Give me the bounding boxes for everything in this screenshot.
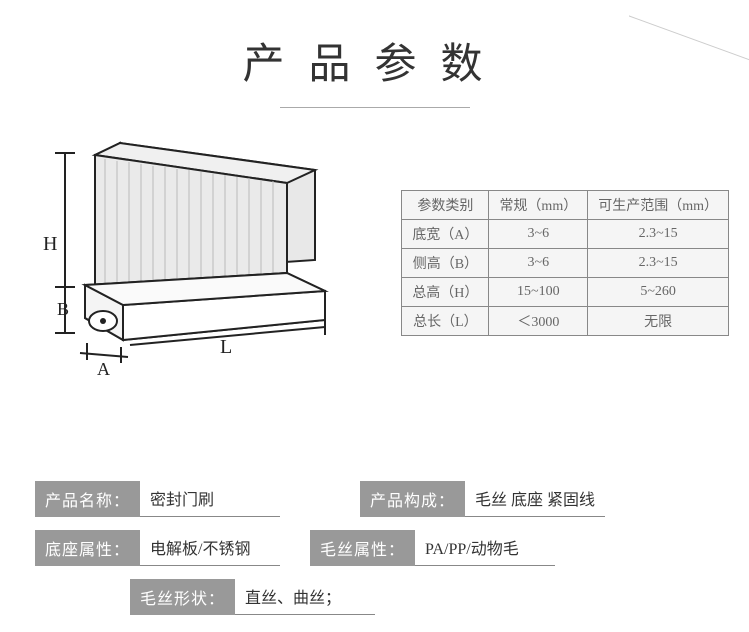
attr-label: 毛丝形状： bbox=[130, 579, 235, 615]
product-diagram: H B A L bbox=[25, 135, 345, 385]
attr-value: 直丝、曲丝； bbox=[235, 578, 375, 615]
title-underline bbox=[280, 107, 470, 108]
th-standard: 常规（mm） bbox=[489, 191, 588, 220]
attr-label: 产品名称： bbox=[35, 481, 140, 517]
attr-row: 毛丝形状： 直丝、曲丝； bbox=[35, 578, 725, 615]
attr-row: 产品名称： 密封门刷 产品构成： 毛丝 底座 紧固线 bbox=[35, 480, 725, 517]
attr-label: 毛丝属性： bbox=[310, 530, 415, 566]
dim-label-h: H bbox=[43, 233, 57, 255]
dim-label-a: A bbox=[97, 359, 110, 379]
attr-label: 产品构成： bbox=[360, 481, 465, 517]
parameter-table: 参数类别 常规（mm） 可生产范围（mm） 底宽（A） 3~6 2.3~15 侧… bbox=[401, 190, 729, 336]
attr-base-property: 底座属性： 电解板/不锈钢 bbox=[35, 529, 280, 566]
attr-bristle-property: 毛丝属性： PA/PP/动物毛 bbox=[310, 529, 555, 566]
corner-decoration bbox=[629, 0, 749, 70]
attr-label: 底座属性： bbox=[35, 530, 140, 566]
table-row: 总高（H） 15~100 5~260 bbox=[402, 278, 729, 307]
attr-value: PA/PP/动物毛 bbox=[415, 529, 555, 566]
attr-row: 底座属性： 电解板/不锈钢 毛丝属性： PA/PP/动物毛 bbox=[35, 529, 725, 566]
attr-product-composition: 产品构成： 毛丝 底座 紧固线 bbox=[360, 480, 605, 517]
attr-value: 毛丝 底座 紧固线 bbox=[465, 480, 605, 517]
table-header-row: 参数类别 常规（mm） 可生产范围（mm） bbox=[402, 191, 729, 220]
th-category: 参数类别 bbox=[402, 191, 489, 220]
attr-value: 密封门刷 bbox=[140, 480, 280, 517]
attr-bristle-shape: 毛丝形状： 直丝、曲丝； bbox=[130, 578, 375, 615]
table-row: 总长（L） ＜3000 无限 bbox=[402, 307, 729, 336]
th-range: 可生产范围（mm） bbox=[588, 191, 729, 220]
attributes-section: 产品名称： 密封门刷 产品构成： 毛丝 底座 紧固线 底座属性： 电解板/不锈钢… bbox=[35, 480, 725, 627]
attr-value: 电解板/不锈钢 bbox=[140, 529, 280, 566]
dim-label-b: B bbox=[57, 299, 69, 319]
dim-label-l: L bbox=[220, 336, 232, 358]
attr-product-name: 产品名称： 密封门刷 bbox=[35, 480, 280, 517]
table-row: 侧高（B） 3~6 2.3~15 bbox=[402, 249, 729, 278]
table-row: 底宽（A） 3~6 2.3~15 bbox=[402, 220, 729, 249]
